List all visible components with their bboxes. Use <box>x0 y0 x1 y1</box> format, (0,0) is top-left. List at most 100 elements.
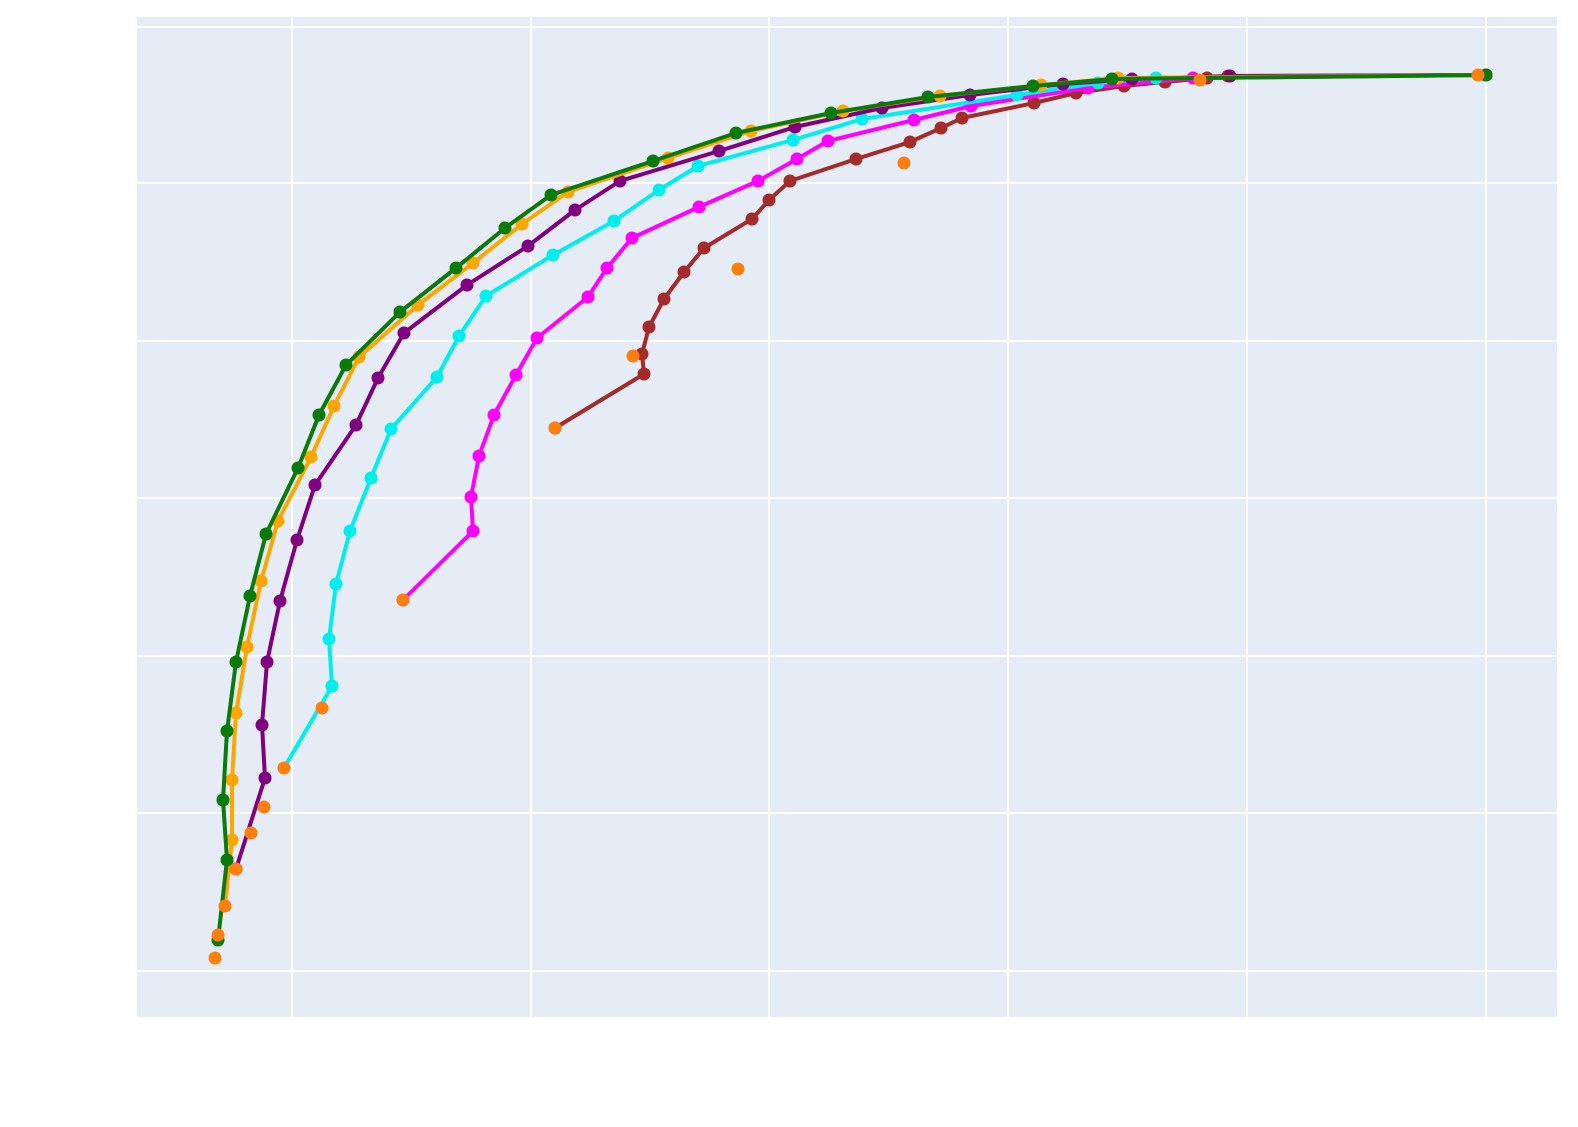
data-point <box>258 771 272 785</box>
data-point <box>607 214 621 228</box>
data-point <box>637 367 651 381</box>
data-point <box>657 292 671 306</box>
data-point <box>487 408 501 422</box>
data-point <box>1193 73 1207 87</box>
plot-area <box>137 17 1557 1017</box>
data-point <box>312 408 326 422</box>
data-point <box>396 593 410 607</box>
data-point <box>225 833 239 847</box>
data-point <box>824 106 838 120</box>
data-point <box>731 262 745 276</box>
data-point <box>466 256 480 270</box>
data-point <box>339 358 353 372</box>
data-point <box>790 152 804 166</box>
data-point <box>460 278 474 292</box>
data-point <box>855 112 869 126</box>
data-point <box>642 320 656 334</box>
series-line <box>282 73 1487 770</box>
data-point <box>364 471 378 485</box>
data-point <box>343 524 357 538</box>
data-point <box>325 679 339 693</box>
data-point <box>430 370 444 384</box>
data-point <box>259 527 273 541</box>
data-point <box>220 853 234 867</box>
data-point <box>322 632 336 646</box>
data-point <box>903 135 917 149</box>
data-point <box>208 951 222 965</box>
data-point <box>677 265 691 279</box>
data-point <box>521 239 535 253</box>
data-point <box>600 261 614 275</box>
data-point <box>509 368 523 382</box>
data-point <box>613 174 627 188</box>
data-point <box>626 349 640 363</box>
data-point <box>229 655 243 669</box>
data-point <box>384 422 398 436</box>
data-point <box>452 329 466 343</box>
data-point <box>277 761 291 775</box>
data-point <box>220 724 234 738</box>
data-point <box>625 231 639 245</box>
data-point <box>691 159 705 173</box>
data-point <box>751 174 765 188</box>
data-point <box>745 212 759 226</box>
data-point <box>290 533 304 547</box>
data-point <box>646 154 660 168</box>
data-point <box>821 134 835 148</box>
data-point <box>397 326 411 340</box>
data-point <box>548 421 562 435</box>
data-point <box>308 478 322 492</box>
data-point <box>515 217 529 231</box>
data-point <box>393 305 407 319</box>
data-point <box>934 121 948 135</box>
data-point <box>479 289 493 303</box>
data-point <box>921 90 935 104</box>
data-point <box>464 490 478 504</box>
data-point <box>211 928 225 942</box>
data-point <box>652 183 666 197</box>
data-point <box>349 418 363 432</box>
data-point <box>697 241 711 255</box>
data-point <box>1026 79 1040 93</box>
data-point <box>304 450 318 464</box>
data-point <box>762 193 776 207</box>
data-point <box>581 290 595 304</box>
data-point <box>849 152 863 166</box>
data-point <box>1027 96 1041 110</box>
data-point <box>692 200 706 214</box>
data-point <box>327 399 341 413</box>
data-point <box>955 111 969 125</box>
data-point <box>449 261 463 275</box>
data-point <box>255 718 269 732</box>
data-point <box>907 113 921 127</box>
data-point <box>216 793 230 807</box>
data-point <box>244 826 258 840</box>
data-point <box>530 331 544 345</box>
data-point <box>260 655 274 669</box>
data-point <box>229 862 243 876</box>
data-point <box>897 156 911 170</box>
data-point <box>315 701 329 715</box>
data-point <box>240 640 254 654</box>
data-point <box>257 800 271 814</box>
data-point <box>1105 72 1119 86</box>
data-point <box>546 248 560 262</box>
data-point <box>218 899 232 913</box>
data-point <box>786 133 800 147</box>
data-point <box>329 577 343 591</box>
data-point <box>466 524 480 538</box>
data-point <box>498 221 512 235</box>
data-point <box>243 589 257 603</box>
data-point <box>568 203 582 217</box>
data-point <box>472 449 486 463</box>
data-point <box>544 188 558 202</box>
data-point <box>729 126 743 140</box>
data-point <box>273 594 287 608</box>
data-point <box>712 144 726 158</box>
data-point <box>225 773 239 787</box>
data-point <box>254 574 268 588</box>
data-point <box>783 174 797 188</box>
data-point <box>229 706 243 720</box>
